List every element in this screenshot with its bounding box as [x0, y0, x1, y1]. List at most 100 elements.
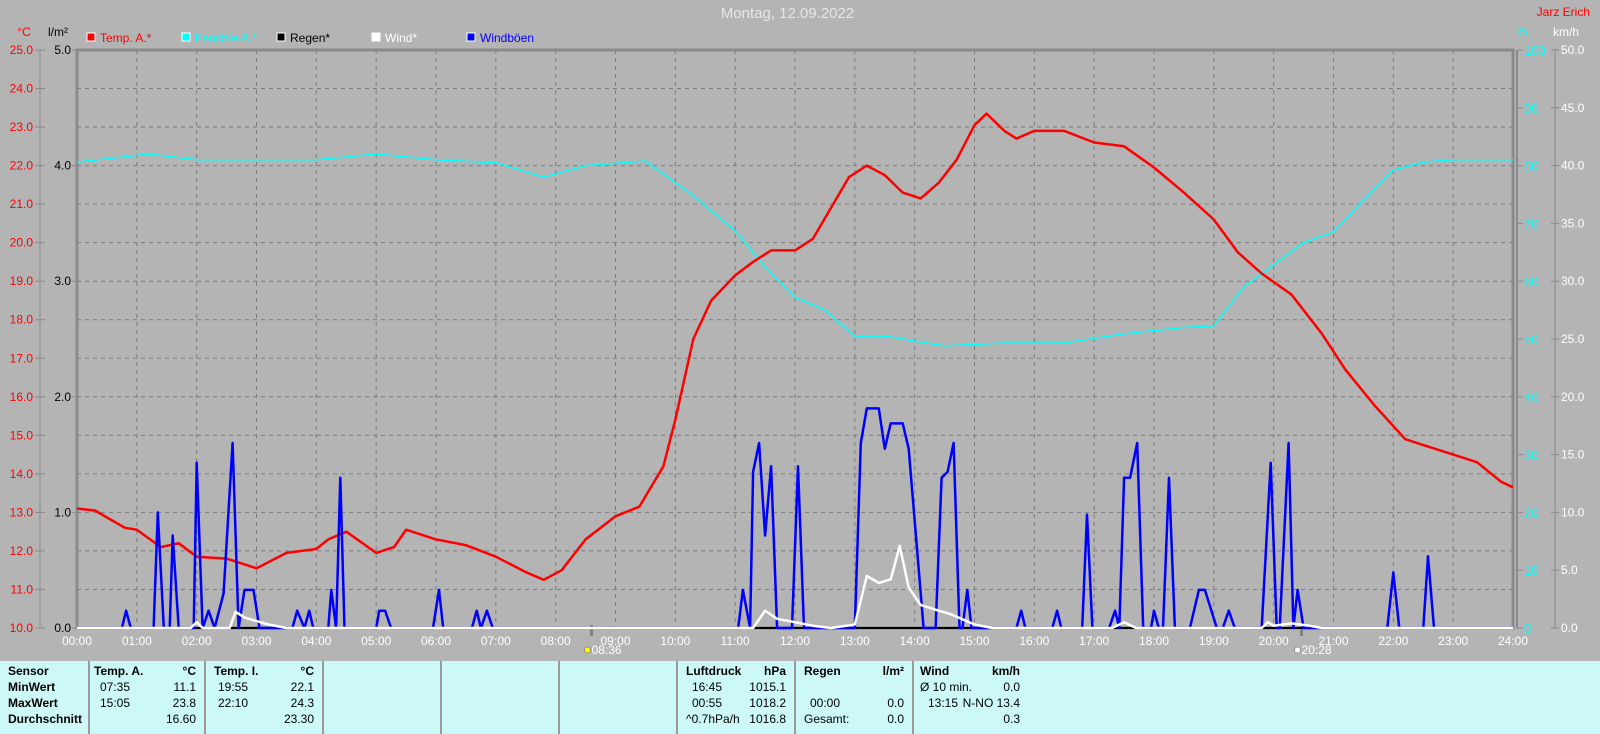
humidity-tick-label: 100: [1524, 43, 1546, 58]
temp-tick-label: 13.0: [10, 505, 34, 519]
temp-tick-label: 11.0: [11, 582, 34, 596]
temp-tick-label: 15.0: [10, 428, 34, 442]
pressure-header: Luftdruck: [686, 664, 742, 678]
x-tick-label: 14:00: [900, 634, 930, 648]
legend-swatch: [86, 32, 96, 42]
wind-tick-label: 50.0: [1561, 43, 1585, 57]
humidity-tick-label: 40: [1524, 390, 1538, 405]
temp-i-min-time: 19:55: [218, 680, 249, 694]
stats-panel: Sensor MinWert MaxWert Durchschnitt Temp…: [0, 661, 1600, 734]
pressure-trend: ^0.7hPa/h: [686, 712, 740, 726]
wind-tick-label: 15.0: [1561, 448, 1585, 462]
weather-chart: °C 10.0 11.0 12.0 13.0 14.0 15.0 16.0 17.0 18.0 19…: [10, 25, 1585, 657]
rain-max-time: 00:00: [810, 696, 841, 710]
wind-tick-label: 30.0: [1561, 274, 1585, 288]
stats-col-empty-3: [560, 661, 678, 734]
stats-col-rain: Regen l/m² 00:00 0.0 Gesamt: 0.0: [796, 661, 914, 734]
rain-axis-unit: l/m²: [48, 25, 68, 39]
temp-i-avg: 23.30: [283, 712, 314, 726]
legend-swatch: [181, 32, 191, 42]
temp-i-header: Temp. I.: [214, 664, 259, 678]
legend-swatch: [276, 32, 286, 42]
humidity-tick-label: 50: [1524, 332, 1538, 347]
sunset-time: 20:28: [1302, 643, 1332, 657]
pressure-max-time: 00:55: [692, 696, 723, 710]
max-label: MaxWert: [8, 696, 58, 710]
humidity-tick-label: 60: [1524, 274, 1538, 289]
legend-label: Windböen: [480, 31, 534, 45]
chart-title: Montag, 12.09.2022: [720, 5, 855, 22]
x-tick-label: 10:00: [660, 634, 690, 648]
temp-i-unit: °C: [300, 664, 314, 678]
x-tick-label: 18:00: [1139, 634, 1169, 648]
stats-col-empty-2: [442, 661, 560, 734]
pressure-unit: hPa: [763, 664, 786, 678]
wind-tick-label: 10.0: [1561, 505, 1585, 519]
temp-tick-label: 22.0: [10, 159, 34, 173]
wind-header: Wind: [920, 664, 950, 678]
stats-col-sensor: Sensor MinWert MaxWert Durchschnitt: [0, 661, 90, 734]
series-line-wind: [77, 544, 1513, 630]
author-label: Jarz Erich: [1536, 5, 1590, 19]
pressure-min-time: 16:45: [692, 680, 723, 694]
wind-tick-label: 5.0: [1561, 563, 1578, 577]
rain-tick-label: 1.0: [54, 505, 71, 519]
temp-i-min: 22.1: [290, 680, 314, 694]
wind-tick-label: 45.0: [1561, 101, 1585, 115]
series-line-humidity: [76, 153, 1513, 347]
x-tick-label: 04:00: [301, 634, 331, 648]
wind-tick-label: 40.0: [1561, 159, 1585, 173]
min-label: MinWert: [8, 680, 56, 694]
x-tick-label: 07:00: [481, 634, 511, 648]
legend-swatch: [371, 32, 381, 42]
stats-col-empty-1: [324, 661, 442, 734]
rain-header: Regen: [804, 664, 841, 678]
wind-axis-unit: km/h: [1553, 25, 1579, 39]
humidity-tick-label: 70: [1524, 216, 1538, 231]
temp-a-avg: 16.60: [165, 712, 196, 726]
stats-col-temp-i: Temp. I. °C 19:55 22.1 22:10 24.3 23.30: [206, 661, 324, 734]
x-tick-label: 13:00: [840, 634, 870, 648]
x-tick-label: 15:00: [959, 634, 989, 648]
x-tick-label: 20:00: [1259, 634, 1289, 648]
sunset-icon: [1294, 646, 1301, 654]
legend-label: Feuchte A.*: [195, 31, 257, 45]
x-tick-label: 17:00: [1079, 634, 1109, 648]
avg-label: Durchschnitt: [8, 712, 83, 726]
wind-max-time: 13:15: [928, 696, 959, 710]
x-tick-label: 19:00: [1199, 634, 1229, 648]
series-line-gust: [77, 407, 1513, 630]
humidity-tick-label: 10: [1524, 563, 1538, 578]
temp-axis-unit: °C: [17, 25, 31, 39]
legend-label: Temp. A.*: [100, 31, 152, 45]
x-tick-label: 09:00: [600, 634, 630, 648]
rain-tick-label: 3.0: [54, 274, 71, 288]
wind-avg-label: Ø 10 min.: [920, 680, 973, 694]
pressure-max: 1018.2: [749, 696, 786, 710]
x-tick-label: 23:00: [1438, 634, 1468, 648]
x-tick-label: 08:00: [541, 634, 571, 648]
rain-tick-label: 4.0: [54, 159, 71, 173]
humidity-tick-label: 90: [1524, 101, 1538, 116]
stats-col-temp-a: Temp. A. °C 07:35 11.1 15:05 23.8 16.60: [90, 661, 206, 734]
temp-a-unit: °C: [182, 664, 196, 678]
sunrise-icon: [584, 646, 591, 654]
temp-a-header: Temp. A.: [94, 664, 144, 678]
rain-tick-label: 0.0: [54, 621, 71, 635]
stats-col-pressure: Luftdruck hPa 16:45 1015.1 00:55 1018.2 ^0.…: [678, 661, 796, 734]
x-tick-label: 02:00: [182, 634, 212, 648]
stats-col-wind: Wind km/h Ø 10 min. 0.0 13:15 N-NO 13.4 0.3: [914, 661, 1024, 734]
temp-i-max-time: 22:10: [218, 696, 249, 710]
pressure-avg: 1016.8: [749, 712, 786, 726]
wind-tick-label: 25.0: [1561, 332, 1585, 346]
temp-tick-label: 20.0: [10, 236, 34, 250]
x-tick-label: 01:00: [122, 634, 152, 648]
temp-i-max: 24.3: [290, 696, 314, 710]
temp-tick-label: 12.0: [10, 544, 34, 558]
wind-avg: 0.0: [1003, 680, 1020, 694]
humidity-tick-label: 80: [1524, 159, 1538, 174]
x-tick-label: 22:00: [1378, 634, 1408, 648]
rain-unit: l/m²: [882, 664, 904, 678]
humidity-tick-label: 0: [1524, 621, 1531, 636]
wind-tick-label: 35.0: [1561, 216, 1585, 230]
